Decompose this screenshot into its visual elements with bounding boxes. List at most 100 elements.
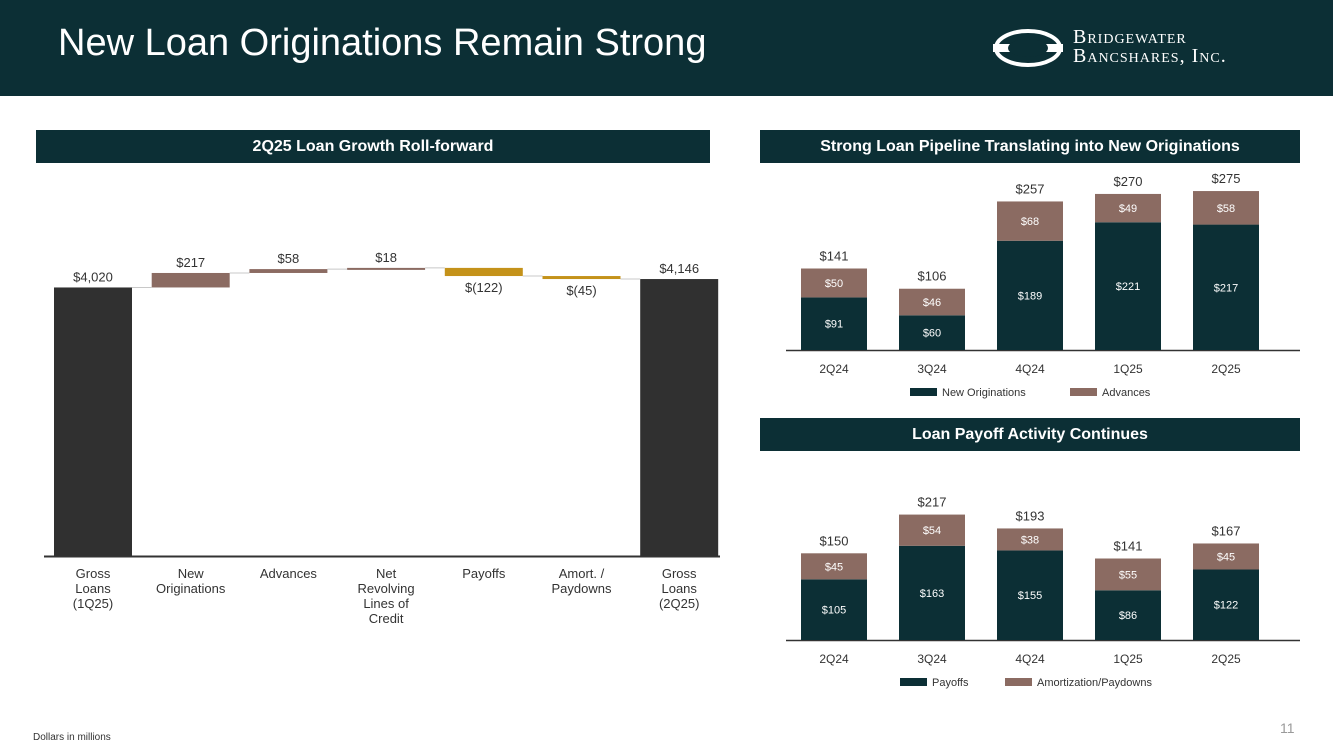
stacked-bar-0-4 — [1193, 224, 1259, 350]
waterfall-category-label-6: (2Q25) — [659, 596, 699, 611]
waterfall-category-label-0: Gross — [76, 566, 111, 581]
stacked-category-label-0: 2Q24 — [819, 652, 849, 666]
waterfall-bar-5 — [542, 276, 621, 280]
waterfall-category-label-2: Advances — [260, 566, 318, 581]
stacked-segment-label-1-4: $58 — [1217, 203, 1235, 215]
stacked-category-label-4: 2Q25 — [1211, 362, 1241, 376]
stacked-total-label-0: $141 — [820, 249, 849, 264]
stacked-segment-label-0-1: $163 — [920, 588, 944, 600]
waterfall-value-label-6: $4,146 — [659, 261, 699, 276]
payoff-section-title: Loan Payoff Activity Continues — [760, 418, 1300, 451]
stacked-segment-label-1-4: $45 — [1217, 551, 1235, 563]
pipeline-chart: $91 $50 $141 2Q24 $60 $46 $106 3Q24 $189 $68 $257 4… — [786, 171, 1300, 399]
waterfall-bar-2 — [249, 269, 328, 273]
company-logo: Bridgewater Bancshares, Inc. — [993, 24, 1273, 72]
stacked-segment-label-0-3: $86 — [1119, 610, 1137, 622]
stacked-bar-0-4 — [1193, 569, 1259, 640]
page-number: 11 — [1280, 720, 1295, 736]
stacked-segment-label-0-2: $189 — [1018, 290, 1042, 302]
legend-label-1: Amortization/Paydowns — [1037, 677, 1152, 689]
header-bar: New Loan Originations Remain Strong Brid… — [0, 0, 1333, 96]
company-name-line2: Bancshares, Inc. — [1073, 45, 1227, 67]
waterfall-value-label-5: $(45) — [566, 283, 596, 298]
stacked-bar-1-2 — [997, 201, 1063, 241]
stacked-segment-label-0-0: $105 — [822, 605, 846, 617]
legend-swatch-1 — [1005, 678, 1032, 686]
waterfall-category-label-1: Originations — [156, 581, 226, 596]
stacked-bar-1-4 — [1193, 543, 1259, 570]
waterfall-category-label-3: Credit — [369, 611, 404, 626]
payoff-chart: $105 $45 $150 2Q24 $163 $54 $217 3Q24 $155 $38 $19… — [786, 495, 1300, 689]
waterfall-category-label-3: Net — [376, 566, 397, 581]
bridge-logo-icon — [993, 29, 1063, 67]
stacked-bar-0-1 — [899, 315, 965, 350]
legend-swatch-0 — [910, 388, 937, 396]
waterfall-bar-3 — [347, 267, 426, 270]
stacked-category-label-2: 4Q24 — [1015, 362, 1045, 376]
stacked-segment-label-0-0: $91 — [825, 319, 843, 331]
stacked-bar-1-3 — [1095, 193, 1161, 223]
stacked-bar-1-1 — [899, 514, 965, 546]
stacked-total-label-2: $257 — [1016, 181, 1045, 196]
waterfall-category-label-6: Gross — [662, 566, 697, 581]
legend-swatch-0 — [900, 678, 927, 686]
stacked-bar-0-3 — [1095, 222, 1161, 350]
footnote: Dollars in millions — [33, 732, 111, 743]
company-name-line1: Bridgewater — [1073, 26, 1187, 48]
waterfall-category-label-0: Loans — [75, 581, 111, 596]
stacked-segment-label-1-0: $45 — [825, 561, 843, 573]
waterfall-value-label-4: $(122) — [465, 280, 503, 295]
stacked-bar-0-2 — [997, 240, 1063, 350]
stacked-segment-label-0-1: $60 — [923, 328, 941, 340]
stacked-category-label-2: 4Q24 — [1015, 652, 1045, 666]
waterfall-category-label-5: Amort. / — [559, 566, 605, 581]
stacked-bar-1-0 — [801, 553, 867, 580]
stacked-category-label-3: 1Q25 — [1113, 652, 1143, 666]
stacked-total-label-4: $167 — [1212, 523, 1241, 538]
company-name: Bridgewater Bancshares, Inc. — [1073, 26, 1227, 67]
stacked-segment-label-1-3: $49 — [1119, 203, 1137, 215]
waterfall-category-label-5: Paydowns — [552, 581, 612, 596]
stacked-bar-0-1 — [899, 545, 965, 640]
stacked-segment-label-1-0: $50 — [825, 278, 843, 290]
stacked-bar-1-1 — [899, 288, 965, 316]
stacked-total-label-1: $106 — [918, 269, 947, 284]
stacked-total-label-0: $150 — [820, 533, 849, 548]
stacked-bar-0-3 — [1095, 590, 1161, 640]
stacked-bar-0-0 — [801, 297, 867, 350]
waterfall-category-label-6: Loans — [661, 581, 697, 596]
legend-label-0: New Originations — [942, 387, 1026, 399]
legend-label-1: Advances — [1102, 387, 1151, 399]
waterfall-bar-1 — [151, 272, 230, 288]
stacked-total-label-3: $270 — [1114, 174, 1143, 189]
waterfall-category-label-4: Payoffs — [462, 566, 506, 581]
pipeline-section-title: Strong Loan Pipeline Translating into Ne… — [760, 130, 1300, 163]
stacked-total-label-1: $217 — [918, 495, 947, 510]
waterfall-bar-6 — [640, 279, 719, 556]
waterfall-value-label-0: $4,020 — [73, 269, 113, 284]
stacked-bar-1-2 — [997, 528, 1063, 551]
waterfall-category-label-1: New — [178, 566, 205, 581]
stacked-bar-1-0 — [801, 268, 867, 298]
stacked-segment-label-0-3: $221 — [1116, 281, 1140, 293]
waterfall-value-label-3: $18 — [375, 250, 397, 265]
stacked-total-label-2: $193 — [1016, 508, 1045, 523]
stacked-total-label-3: $141 — [1114, 539, 1143, 554]
waterfall-category-label-3: Revolving — [358, 581, 415, 596]
stacked-category-label-1: 3Q24 — [917, 362, 947, 376]
stacked-segment-label-0-4: $217 — [1214, 282, 1238, 294]
legend-label-0: Payoffs — [932, 677, 969, 689]
stacked-category-label-3: 1Q25 — [1113, 362, 1143, 376]
waterfall-chart: $4,020GrossLoans(1Q25)$217NewOrigination… — [44, 250, 720, 626]
stacked-segment-label-0-4: $122 — [1214, 600, 1238, 612]
stacked-category-label-0: 2Q24 — [819, 362, 849, 376]
legend-swatch-1 — [1070, 388, 1097, 396]
stacked-bar-0-0 — [801, 579, 867, 640]
waterfall-section-title: 2Q25 Loan Growth Roll-forward — [36, 130, 710, 163]
stacked-category-label-1: 3Q24 — [917, 652, 947, 666]
waterfall-category-label-3: Lines of — [363, 596, 409, 611]
stacked-total-label-4: $275 — [1212, 171, 1241, 186]
stacked-bar-1-4 — [1193, 191, 1259, 225]
waterfall-value-label-2: $58 — [278, 251, 300, 266]
stacked-segment-label-1-1: $46 — [923, 297, 941, 309]
